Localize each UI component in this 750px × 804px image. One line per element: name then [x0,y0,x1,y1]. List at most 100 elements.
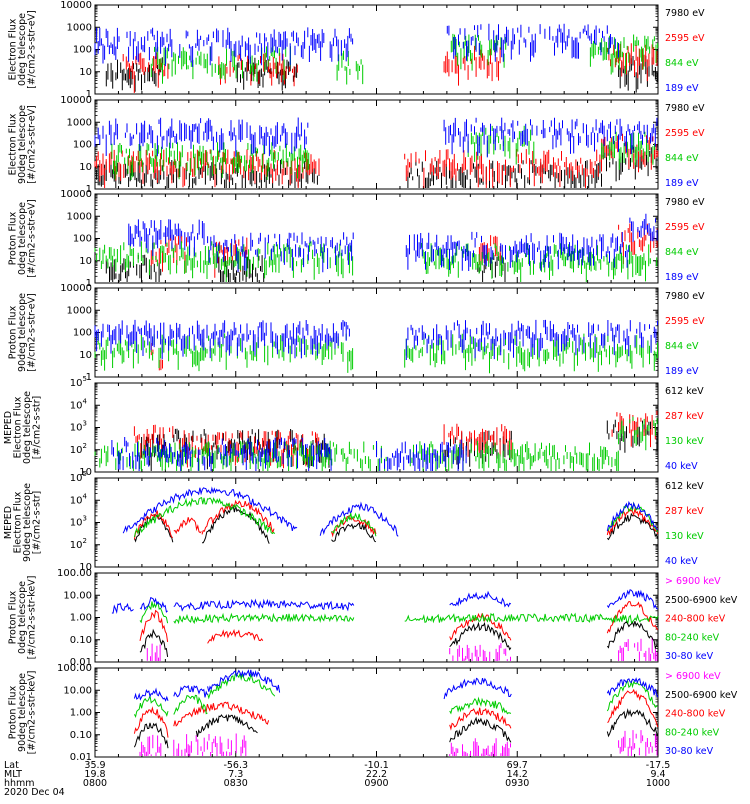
trace [111,142,310,180]
legend-entry: 844 eV [665,153,699,164]
trace [336,50,364,85]
series-240-800-kev [139,600,659,644]
legend-entry: 80-240 keV [665,632,720,643]
trace [122,486,298,534]
footer-row-label: MLT [4,769,22,780]
trace [207,672,276,700]
series-2595-ev [122,42,658,93]
legend-entry: 612 keV [665,481,704,492]
legend-entry: 30-80 keV [665,746,714,757]
trace [404,612,659,625]
y-tick-label: 0.10 [70,730,92,741]
y-tick-label: 10000 [60,95,92,106]
legend-entry: 7980 eV [665,291,705,302]
legend-entry: 2595 eV [665,33,705,44]
trace [94,27,354,67]
series-7980-ev [105,54,658,93]
legend-entry: > 6900 keV [665,671,721,682]
series-40-kev [111,437,467,471]
y-axis-label: Proton Flux0deg telescope[#/cm2-s-str-ke… [8,576,38,660]
trace [606,42,658,82]
trace [319,501,399,537]
y-tick-label: 10 [79,67,92,78]
trace [443,45,501,86]
series--6900-kev [139,730,658,756]
series--6900-kev [146,637,658,661]
y-tick-label: 100.00 [57,568,92,579]
y-tick-label: 10000 [60,0,92,11]
legend-entry: 287 keV [665,506,704,517]
trace [139,601,169,624]
legend-entry: 2500-6900 keV [665,595,738,606]
y-axis-label: Proton Flux90deg telescope[#/cm2-s-str-k… [8,671,38,755]
trace [133,514,174,543]
series-189-ev [128,213,658,273]
trace [606,677,659,698]
y-tick-label: 10.00 [63,685,92,696]
footer-hhmm-value: 0830 [224,778,248,789]
trace [128,219,205,257]
trace [606,507,659,537]
series-844-ev [150,33,659,85]
series-30-80-kev [133,669,659,702]
series-80-240-kev [139,601,659,625]
trace [173,517,202,535]
trace [606,500,658,532]
y-tick-label: 105 [70,470,87,484]
footer-hhmm-value: 0900 [364,778,388,789]
trace [606,680,658,712]
y-tick-label: 0.01 [70,752,92,763]
series-287-kev [133,499,659,540]
legend-entry: 40 keV [665,556,698,567]
legend-entry: 844 eV [665,341,699,352]
y-tick-label: 1000 [67,117,92,128]
y-tick-label: 102 [70,442,87,456]
y-tick-label: 1.00 [70,613,92,624]
trace [376,439,467,471]
y-tick-label: 10.00 [63,590,92,601]
footer-row-label: Lat [4,760,19,771]
trace [111,602,134,614]
trace [173,684,208,698]
trace [405,231,630,271]
trace [443,677,512,700]
panel-5: 10 102 103 104 105 MEPEDElectron Flux0deg tel… [3,375,704,478]
y-tick-label: 0.10 [70,635,92,646]
trace [146,643,161,661]
y-tick-label: 102 [70,537,87,551]
trace [139,734,162,756]
legend-entry: 130 keV [665,531,704,542]
trace [173,701,270,727]
series-2595-ev [94,133,659,188]
y-tick-label: 10 [79,467,92,478]
panel-frame [94,667,659,758]
footer-lat-value: -56.3 [223,760,248,771]
trace [449,590,512,608]
series-30-80-kev [111,589,658,614]
y-axis-label: MEPEDElectron Flux90deg telescope[#/cm2-… [3,483,43,562]
footer-hhmm-value: 1000 [646,778,670,789]
y-tick-label: 1 [86,89,92,100]
y-tick-label: 100.00 [57,663,92,674]
trace [173,733,247,756]
trace [133,510,174,540]
panel-2: 1 10 100 1000 10000 Electron Flux90deg telesc… [8,95,706,195]
footer-lat-value: 35.9 [84,760,105,771]
y-tick-label: 105 [70,375,87,389]
trace [212,237,248,278]
y-tick-label: 10 [79,162,92,173]
legend-entry: 30-80 keV [665,651,714,662]
trace [606,620,658,650]
trace [236,56,298,91]
y-tick-label: 100 [73,140,92,151]
panel-frame [94,477,659,568]
footer-mlt-value: 14.2 [507,769,528,780]
series-189-ev [94,117,658,158]
y-tick-label: 1000 [67,22,92,33]
trace [94,149,320,188]
y-tick-label: 1 [86,184,92,195]
y-tick-label: 103 [70,515,87,529]
trace [94,440,387,471]
